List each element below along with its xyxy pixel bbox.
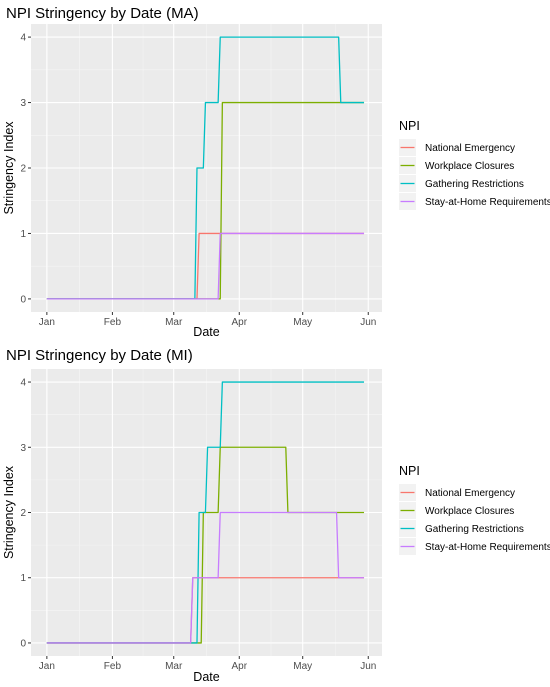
series-line-workplace-closures: [46, 446, 365, 644]
x-tick-label: Jan: [39, 317, 55, 328]
x-tick-label: Apr: [231, 661, 247, 672]
chart-panel-2: NPI Stringency by Date (MI) 0 1 2 3 4 Jan Feb Ma…: [2, 347, 550, 684]
x-tick-label: Apr: [231, 317, 247, 328]
x-tick-label: Mar: [165, 661, 183, 672]
legend-title: NPI: [399, 464, 420, 478]
x-tick-label: Jan: [39, 661, 55, 672]
x-tick-label: Feb: [104, 661, 122, 672]
y-tick-label: 1: [20, 573, 26, 584]
x-tick-label: Jun: [360, 661, 376, 672]
chart-title: NPI Stringency by Date (MA): [6, 5, 199, 22]
series-line-gathering-restrictions: [46, 381, 365, 644]
y-tick-label: 4: [20, 33, 26, 44]
x-tick-label: Mar: [165, 317, 183, 328]
x-tick-label: Jun: [360, 317, 376, 328]
x-tick-label: May: [293, 317, 312, 328]
legend: NPI National Emergency Workplace Closures G…: [399, 119, 550, 210]
legend-label: Stay-at-Home Requirements: [425, 197, 550, 208]
legend-label: National Emergency: [425, 143, 515, 154]
legend-label: Stay-at-Home Requirements: [425, 542, 550, 553]
series-line-stay-at-home-requirements: [46, 511, 365, 644]
chart-title: NPI Stringency by Date (MI): [6, 347, 193, 364]
y-tick-label: 3: [20, 98, 26, 109]
x-tick-label: Feb: [104, 317, 122, 328]
legend-label: National Emergency: [425, 488, 515, 499]
chart-panel-1: NPI Stringency by Date (MA) 0 1 2 3 4 Jan Feb Ma…: [2, 5, 550, 339]
y-tick-label: 2: [20, 164, 26, 175]
legend-label: Workplace Closures: [425, 161, 514, 172]
y-tick-label: 3: [20, 443, 26, 454]
series-line-stay-at-home-requirements: [46, 232, 365, 300]
legend-label: Workplace Closures: [425, 506, 514, 517]
x-axis-title: Date: [193, 325, 219, 339]
x-axis-title: Date: [193, 670, 219, 684]
series-line-gathering-restrictions: [46, 36, 365, 300]
y-axis-title: Stringency Index: [2, 121, 16, 215]
y-tick-label: 4: [20, 378, 26, 389]
y-tick-label: 0: [20, 294, 26, 305]
y-tick-label: 2: [20, 508, 26, 519]
legend: NPI National Emergency Workplace Closures G…: [399, 464, 550, 555]
legend-label: Gathering Restrictions: [425, 524, 524, 535]
legend-label: Gathering Restrictions: [425, 179, 524, 190]
y-tick-label: 1: [20, 229, 26, 240]
x-tick-label: May: [293, 661, 312, 672]
legend-title: NPI: [399, 119, 420, 133]
y-tick-label: 0: [20, 638, 26, 649]
y-axis-title: Stringency Index: [2, 465, 16, 559]
